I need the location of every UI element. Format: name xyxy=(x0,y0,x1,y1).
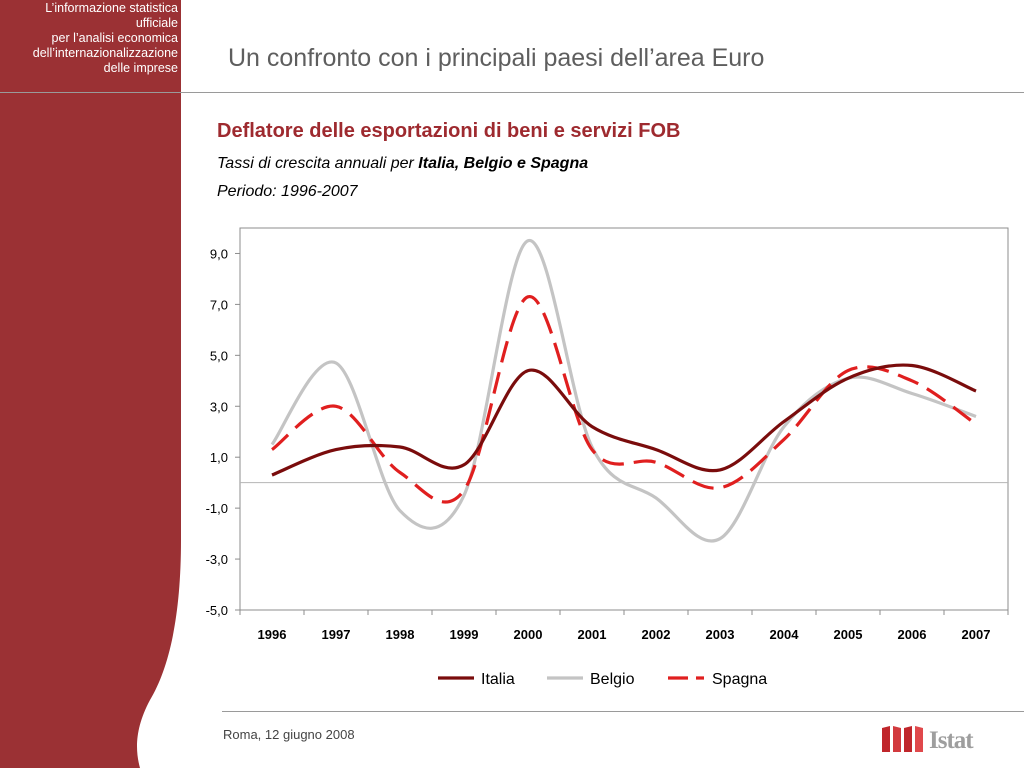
y-tick-label: 1,0 xyxy=(210,450,228,465)
series-line-belgio xyxy=(270,239,977,543)
chart-subtitle: Tassi di crescita annuali per Italia, Be… xyxy=(217,155,588,173)
logo-block-4 xyxy=(915,726,923,752)
chart-subtitle-countries: Italia, Belgio e Spagna xyxy=(418,155,589,172)
footer-divider xyxy=(222,711,1024,712)
header-divider xyxy=(0,92,1024,93)
chart-title: Deflatore delle esportazioni di beni e s… xyxy=(217,120,681,142)
x-tick-label: 2005 xyxy=(834,627,863,642)
y-tick-label: -5,0 xyxy=(206,603,228,618)
legend-label-spagna: Spagna xyxy=(712,671,767,688)
logo-block-2 xyxy=(893,726,901,752)
x-tick-label: 2000 xyxy=(514,627,543,642)
x-tick-label: 2006 xyxy=(898,627,927,642)
sidebar-background xyxy=(0,0,181,768)
tagline-line-2: ufficiale xyxy=(135,16,178,30)
istat-logo-mark xyxy=(882,726,923,752)
y-tick-label: 7,0 xyxy=(210,297,228,312)
x-tick-label: 1996 xyxy=(258,627,287,642)
x-tick-label: 2007 xyxy=(962,627,991,642)
x-tick-label: 2003 xyxy=(706,627,735,642)
y-tick-label: 5,0 xyxy=(210,348,228,363)
x-tick-label: 2002 xyxy=(642,627,671,642)
legend-label-belgio: Belgio xyxy=(590,671,635,688)
series-line-spagna xyxy=(271,295,977,504)
logo-block-1 xyxy=(882,726,890,752)
x-tick-label: 1997 xyxy=(322,627,351,642)
istat-logo-text: Istat xyxy=(929,727,974,754)
tagline-line-4: dell’internazionalizzazione xyxy=(32,46,178,60)
tagline-line-5: delle imprese xyxy=(103,61,178,75)
y-tick-label: 3,0 xyxy=(210,399,228,414)
series-line-italia xyxy=(271,363,977,477)
slide-title: Un confronto con i principali paesi dell… xyxy=(228,44,765,72)
y-tick-label: 9,0 xyxy=(210,246,228,261)
x-tick-label: 1999 xyxy=(450,627,479,642)
x-tick-label: 2004 xyxy=(770,627,800,642)
chart-subtitle-prefix: Tassi di crescita annuali per xyxy=(217,155,419,172)
x-tick-label: 2001 xyxy=(578,627,607,642)
chart-period: Periodo: 1996-2007 xyxy=(217,183,358,200)
footer-date: Roma, 12 giugno 2008 xyxy=(223,727,355,742)
x-tick-label: 1998 xyxy=(386,627,415,642)
logo-block-3 xyxy=(904,726,912,752)
organization-tagline: L’informazione statistica ufficiale per … xyxy=(0,1,178,76)
legend-label-italia: Italia xyxy=(481,671,515,688)
tagline-line-3: per l’analisi economica xyxy=(51,31,178,45)
y-tick-label: -3,0 xyxy=(206,552,228,567)
y-tick-label: -1,0 xyxy=(206,501,228,516)
tagline-line-1: L’informazione statistica xyxy=(45,1,178,15)
